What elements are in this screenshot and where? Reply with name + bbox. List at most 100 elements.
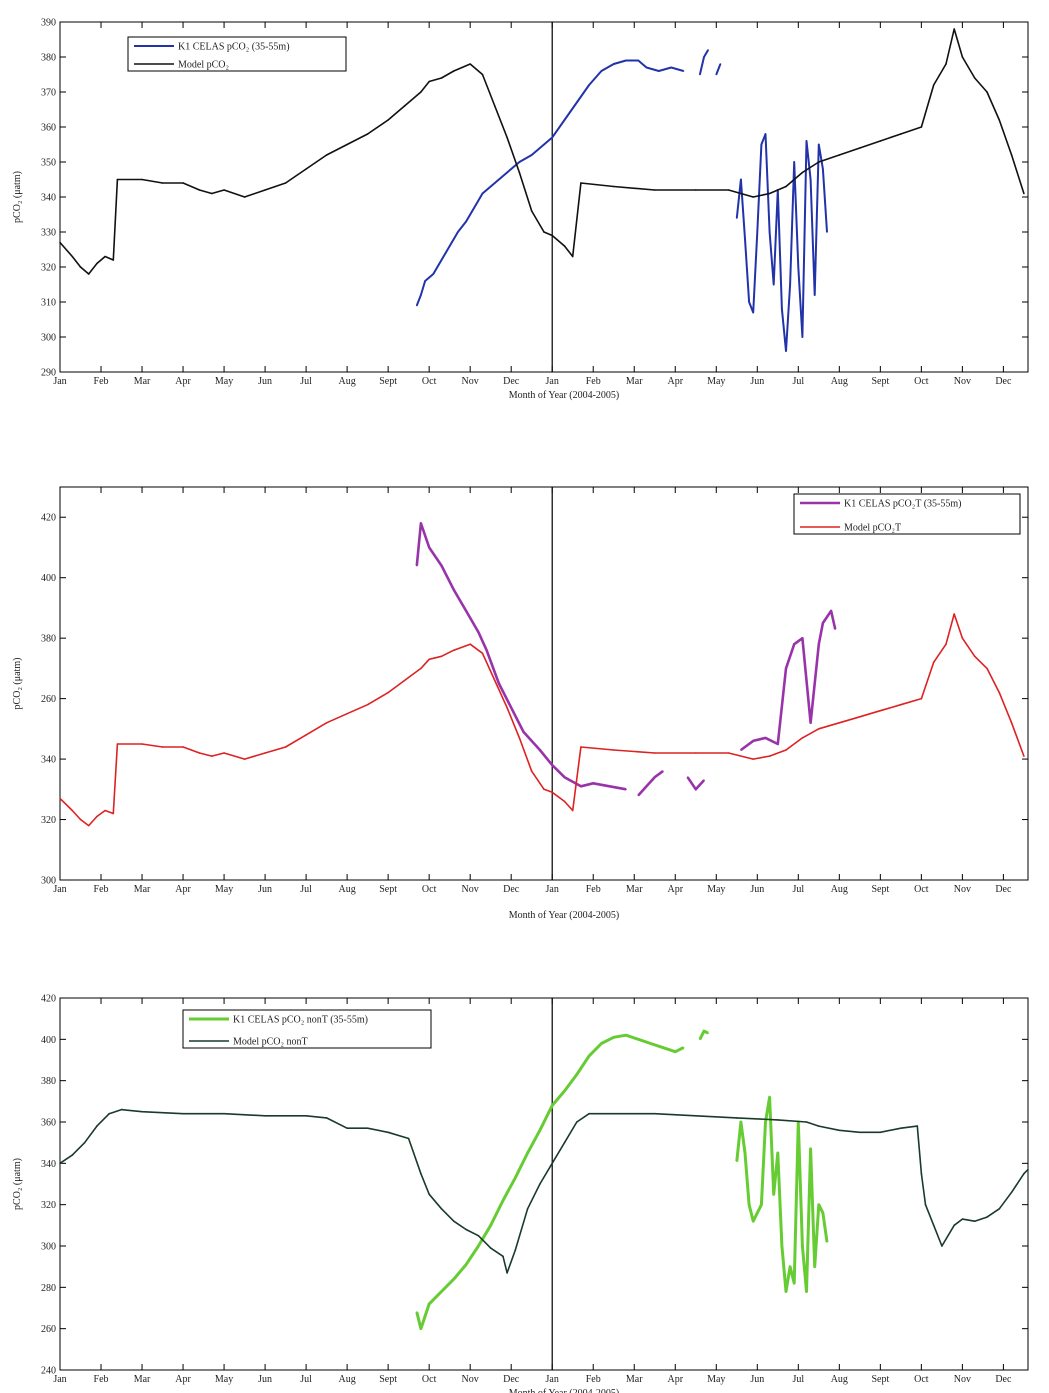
y-tick-label: 380 <box>41 1076 56 1087</box>
data-point <box>805 1290 808 1293</box>
y-tick-label: 300 <box>41 1242 56 1253</box>
data-point <box>79 818 82 821</box>
y-tick-label: 320 <box>41 815 56 826</box>
x-tick-label: May <box>707 376 725 387</box>
data-point <box>563 1090 566 1092</box>
y-tick-label: 420 <box>41 513 56 524</box>
data-point <box>489 1247 492 1249</box>
data-point <box>453 589 455 591</box>
x-tick-label: Aug <box>339 884 356 895</box>
data-point <box>973 1220 976 1222</box>
data-point <box>625 788 627 791</box>
data-point <box>440 77 443 79</box>
data-point <box>506 1272 508 1274</box>
data-point <box>699 1038 701 1041</box>
x-tick-label: May <box>707 1374 725 1385</box>
data-point <box>1023 755 1025 757</box>
data-point <box>563 119 566 121</box>
x-tick-label: Feb <box>586 1374 601 1385</box>
data-point <box>539 1129 541 1132</box>
x-tick-label: Oct <box>914 884 929 895</box>
chart-2: Jan Feb Mar Apr May Jun Jul Aug Sept Oct Nov Dec Jan… <box>12 486 1029 921</box>
data-point <box>682 1046 685 1049</box>
data-point <box>526 1152 529 1154</box>
x-tick-label: Dec <box>995 884 1012 895</box>
data-point <box>469 643 472 645</box>
data-point <box>223 189 225 191</box>
data-point <box>674 1050 677 1053</box>
data-point <box>325 1117 328 1119</box>
data-point <box>859 147 861 149</box>
data-point <box>576 1073 578 1076</box>
data-point <box>588 1112 590 1115</box>
data-point <box>879 1131 882 1134</box>
x-tick-label: Dec <box>995 376 1012 387</box>
x-tick-label: Feb <box>94 884 109 895</box>
data-point <box>941 1245 943 1247</box>
x-tick-label: May <box>215 1374 233 1385</box>
data-point <box>900 703 902 706</box>
y-tick-label: 370 <box>41 88 56 99</box>
y-tick-label: 260 <box>41 1324 56 1335</box>
data-point <box>59 797 61 800</box>
x-tick-label: Mar <box>134 1374 151 1385</box>
y-tick-label: 360 <box>41 1118 56 1129</box>
data-point <box>141 1110 143 1113</box>
data-point <box>448 245 451 247</box>
legend-label: K1 CELAS pCO₂ nonT (35-55m) <box>233 1015 368 1026</box>
legend-label: Model pCO₂T <box>844 523 901 534</box>
data-point <box>809 178 812 181</box>
data-point <box>801 336 804 338</box>
data-point <box>305 734 307 736</box>
data-point <box>198 752 201 754</box>
data-point <box>834 628 836 630</box>
data-point <box>506 171 508 174</box>
legend: K1 CELAS pCO₂T (35-55m) Model pCO₂T <box>793 493 1021 535</box>
x-tick-label: Aug <box>831 884 848 895</box>
x-tick-label: Apr <box>175 1374 191 1385</box>
x-tick-label: Jul <box>792 1374 804 1385</box>
data-point <box>695 752 697 754</box>
data-point <box>932 661 935 664</box>
x-tick-label: Jan <box>546 884 559 895</box>
data-point <box>649 1042 652 1045</box>
series-line <box>740 609 837 752</box>
series-line <box>735 133 828 352</box>
data-point <box>182 182 184 184</box>
data-point <box>543 231 545 233</box>
data-point <box>612 1036 615 1039</box>
series-line <box>686 776 705 791</box>
data-point <box>420 1172 422 1175</box>
data-point <box>736 1117 738 1119</box>
data-point <box>469 63 472 65</box>
data-point <box>789 283 791 286</box>
data-point <box>387 1131 389 1134</box>
data-point <box>465 220 467 223</box>
data-point <box>465 1263 467 1266</box>
y-tick-label: 400 <box>41 1035 56 1046</box>
x-tick-label: Aug <box>831 376 848 387</box>
x-tick-label: Oct <box>422 1374 437 1385</box>
x-axis-label: Month of Year (2004-2005) <box>509 1388 620 1393</box>
data-point <box>506 136 508 139</box>
y-axis-label: pCO₂ (μatm) <box>12 1158 23 1210</box>
x-tick-label: Jan <box>546 376 559 387</box>
data-point <box>481 73 484 76</box>
data-point <box>695 788 697 791</box>
data-point <box>900 133 902 135</box>
data-point <box>506 706 508 709</box>
data-point <box>637 794 640 797</box>
data-point <box>920 697 923 700</box>
data-point <box>502 1199 504 1202</box>
data-point <box>1023 192 1025 195</box>
y-tick-label: 350 <box>41 158 56 169</box>
data-point <box>961 56 964 58</box>
data-point <box>748 1203 750 1206</box>
data-point <box>826 1241 828 1243</box>
x-tick-label: Jun <box>750 1374 764 1385</box>
data-point <box>801 171 804 174</box>
data-point <box>325 722 328 724</box>
y-tick-label: 320 <box>41 1200 56 1211</box>
data-point <box>87 824 90 827</box>
